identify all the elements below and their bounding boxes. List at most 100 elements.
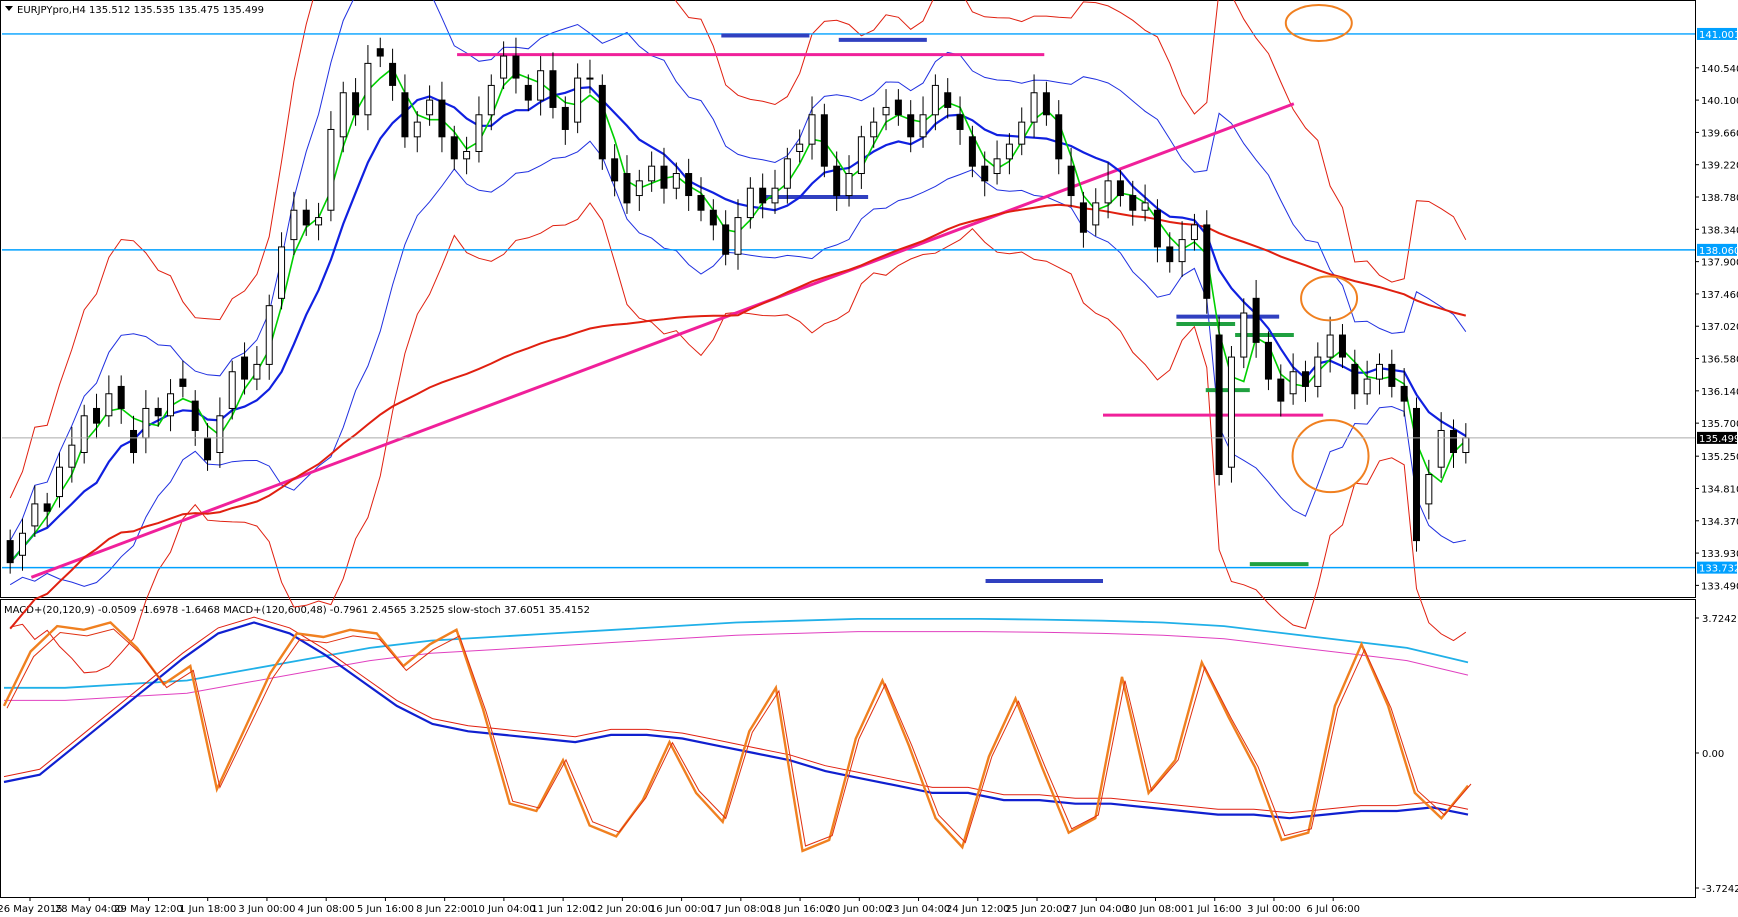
bull-candle bbox=[1030, 92, 1038, 123]
bear-candle bbox=[1153, 209, 1161, 248]
bull-candle bbox=[290, 209, 298, 241]
bear-candle bbox=[833, 165, 841, 197]
bull-candle bbox=[635, 180, 643, 197]
bear-candle bbox=[1203, 224, 1211, 299]
bear-candle bbox=[1166, 246, 1174, 263]
time-tick-label: 1 Jun 18:00 bbox=[179, 904, 236, 915]
time-tick-label: 4 Jun 08:00 bbox=[298, 904, 355, 915]
bear-candle bbox=[1277, 378, 1285, 402]
current-price-tag bbox=[1697, 431, 1737, 444]
time-tick-label: 27 Jun 04:00 bbox=[1064, 904, 1128, 915]
bear-candle bbox=[130, 429, 138, 454]
bear-candle bbox=[401, 92, 409, 138]
bear-candle bbox=[1116, 180, 1124, 197]
bear-candle bbox=[1129, 195, 1137, 211]
bull-candle bbox=[993, 158, 1001, 175]
bull-candle bbox=[56, 466, 64, 498]
bear-candle bbox=[450, 136, 458, 160]
price-tick-label: 135.250 bbox=[1701, 452, 1738, 463]
bull-candle bbox=[1363, 378, 1371, 395]
price-tick-label: 139.660 bbox=[1701, 128, 1738, 139]
price-level-tag bbox=[1697, 27, 1737, 40]
bull-candle bbox=[1227, 356, 1235, 468]
bull-candle bbox=[500, 55, 508, 79]
bull-candle bbox=[771, 187, 779, 204]
bull-candle bbox=[1462, 437, 1470, 454]
bear-candle bbox=[1388, 363, 1396, 387]
bear-candle bbox=[43, 503, 51, 512]
bear-candle bbox=[512, 55, 520, 79]
current-price-label: 135.499 bbox=[1699, 434, 1738, 445]
bear-candle bbox=[179, 378, 187, 387]
price-level-tag bbox=[1697, 243, 1737, 256]
bollinger-upper bbox=[9, 0, 1467, 541]
bull-candle bbox=[475, 114, 483, 152]
bear-candle bbox=[302, 209, 310, 226]
bear-candle bbox=[1449, 429, 1457, 454]
bull-candle bbox=[80, 415, 88, 454]
chart-menu-triangle-icon[interactable] bbox=[5, 6, 13, 11]
bull-candle bbox=[845, 173, 853, 197]
symbol-header: EURJPYpro,H4 135.512 135.535 135.475 135… bbox=[17, 5, 264, 16]
bear-candle bbox=[894, 99, 902, 116]
bear-candle bbox=[1412, 407, 1420, 542]
indicator-axis: 3.7242 0.00 -3.7242 bbox=[1695, 614, 1738, 895]
price-tick-label: 138.780 bbox=[1701, 193, 1738, 204]
highlight-circle bbox=[1300, 275, 1359, 322]
envelope-upper-red bbox=[9, 0, 1467, 499]
bull-candle bbox=[1314, 356, 1322, 387]
bull-candle bbox=[672, 173, 680, 189]
time-tick-label: 3 Jul 00:00 bbox=[1247, 904, 1301, 915]
bear-candle bbox=[1301, 371, 1309, 387]
bear-candle bbox=[93, 407, 101, 424]
indicator-tick-label: 3.7242 bbox=[1702, 614, 1737, 625]
bear-candle bbox=[968, 136, 976, 167]
bear-candle bbox=[623, 173, 631, 204]
time-tick-label: 26 May 2015 bbox=[0, 904, 63, 915]
ascending-trendline bbox=[30, 102, 1295, 579]
highlight-circle bbox=[1291, 419, 1370, 494]
highlight-circles bbox=[1284, 4, 1370, 494]
price-tick-label: 133.490 bbox=[1701, 581, 1738, 592]
indicator-tick-label: -3.7242 bbox=[1702, 884, 1738, 895]
bear-candle bbox=[660, 165, 668, 189]
bull-candle bbox=[1178, 239, 1186, 263]
bear-candle bbox=[154, 407, 162, 417]
bear-candle bbox=[191, 400, 199, 431]
bull-candle bbox=[1240, 312, 1248, 358]
price-tick-label: 139.220 bbox=[1701, 161, 1738, 172]
indicator-panel-frame bbox=[0, 599, 1696, 898]
moving-averages bbox=[9, 67, 1467, 630]
time-tick-label: 29 May 12:00 bbox=[114, 904, 183, 915]
bull-candle bbox=[19, 532, 27, 556]
time-tick-label: 8 Jun 22:00 bbox=[416, 904, 473, 915]
bear-candle bbox=[352, 92, 360, 116]
price-tick-label: 137.460 bbox=[1701, 290, 1738, 301]
bull-candle bbox=[167, 393, 175, 417]
time-tick-label: 30 Jun 08:00 bbox=[1124, 904, 1188, 915]
bull-candle bbox=[537, 70, 545, 101]
price-tick-label: 134.810 bbox=[1701, 484, 1738, 495]
bear-candle bbox=[1215, 334, 1223, 476]
bull-candle bbox=[648, 165, 656, 182]
bull-candle bbox=[783, 158, 791, 189]
price-tick-label: 134.370 bbox=[1701, 517, 1738, 528]
bear-candle bbox=[1338, 334, 1346, 358]
bear-candle bbox=[1067, 165, 1075, 197]
price-level-tag bbox=[1697, 561, 1737, 574]
bull-candle bbox=[882, 106, 890, 116]
bear-candle bbox=[549, 70, 557, 108]
bear-candle bbox=[524, 84, 532, 101]
bear-candle bbox=[944, 92, 952, 108]
bull-candle bbox=[1289, 371, 1297, 395]
bear-candle bbox=[376, 48, 384, 57]
bear-candle bbox=[981, 165, 989, 182]
bull-candle bbox=[105, 393, 113, 417]
time-tick-label: 1 Jul 16:00 bbox=[1188, 904, 1242, 915]
price-tick-label: 136.140 bbox=[1701, 387, 1738, 398]
bull-candle bbox=[413, 121, 421, 138]
bull-candle bbox=[327, 128, 335, 211]
bear-candle bbox=[1400, 385, 1408, 402]
ma-long-red bbox=[9, 203, 1467, 630]
